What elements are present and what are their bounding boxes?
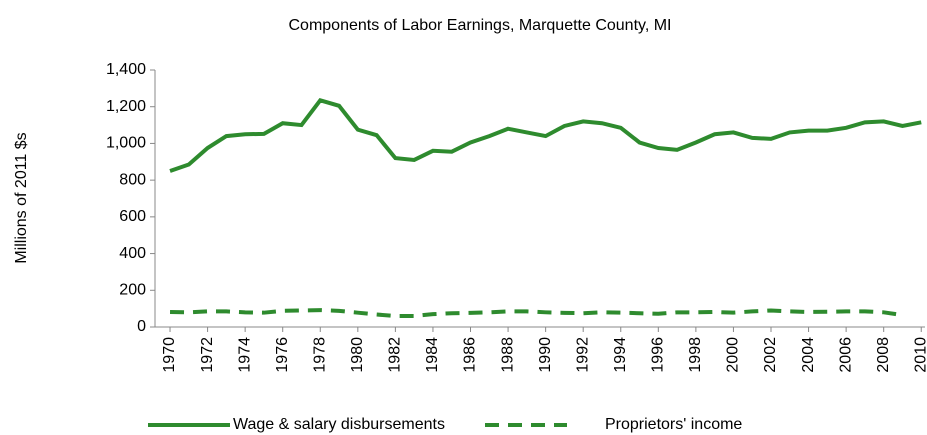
series-line xyxy=(169,97,922,173)
x-tick-label: 1984 xyxy=(424,337,441,373)
y-axis-label: Millions of 2011 $s xyxy=(13,132,30,263)
x-tick-label: 2008 xyxy=(875,337,892,373)
x-tick-label: 2004 xyxy=(800,337,817,373)
y-tick-label: 1,200 xyxy=(106,98,146,115)
series-line xyxy=(169,308,903,318)
y-tick-label: 1,000 xyxy=(106,135,146,152)
x-tick-label: 2006 xyxy=(837,337,854,373)
x-tick-label: 1970 xyxy=(161,337,178,373)
x-tick-label: 2010 xyxy=(912,337,927,373)
x-tick-label: 2002 xyxy=(762,337,779,373)
y-tick-label: 800 xyxy=(119,171,146,188)
x-tick-label: 1982 xyxy=(387,337,404,373)
x-tick-label: 1978 xyxy=(311,337,328,373)
y-tick-label: 600 xyxy=(119,208,146,225)
chart-title: Components of Labor Earnings, Marquette … xyxy=(288,17,671,34)
x-tick-label: 1992 xyxy=(574,337,591,373)
y-tick-label: 400 xyxy=(119,245,146,262)
legend-label: Proprietors' income xyxy=(605,416,742,433)
x-tick-label: 1998 xyxy=(687,337,704,373)
x-tick-label: 2000 xyxy=(725,337,742,373)
x-tick-label: 1976 xyxy=(274,337,291,373)
x-tick-label: 1990 xyxy=(537,337,554,373)
legend-label: Wage & salary disbursements xyxy=(233,416,445,433)
x-tick-label: 1994 xyxy=(612,337,629,373)
y-tick-label: 1,400 xyxy=(106,61,146,78)
x-tick-label: 1980 xyxy=(349,337,366,373)
x-tick-label: 1972 xyxy=(199,337,216,373)
y-tick-label: 0 xyxy=(137,318,146,335)
x-tick-label: 1988 xyxy=(499,337,516,373)
x-tick-label: 1974 xyxy=(236,337,253,373)
y-tick-label: 200 xyxy=(119,282,146,299)
x-tick-label: 1996 xyxy=(650,337,667,373)
x-tick-label: 1986 xyxy=(462,337,479,373)
